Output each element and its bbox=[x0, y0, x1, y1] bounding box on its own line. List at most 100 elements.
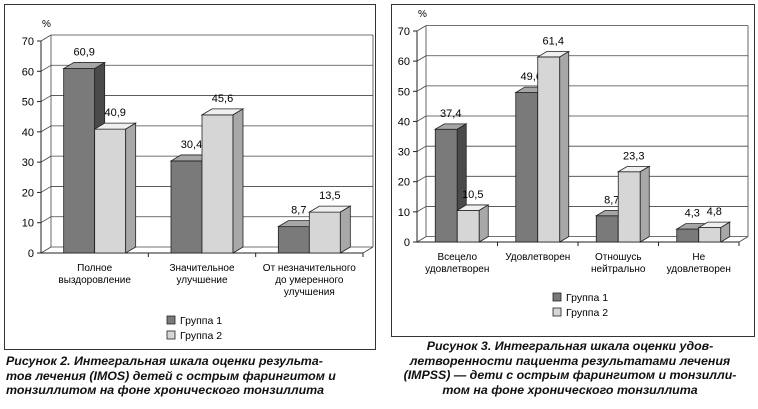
y-tick-label: 30 bbox=[22, 157, 34, 169]
legend-swatch bbox=[166, 330, 176, 340]
data-label: 61,4 bbox=[543, 36, 564, 48]
bar-front bbox=[277, 226, 310, 254]
caption-line: том на фоне хронического тонзиллита bbox=[442, 382, 698, 397]
data-label: 23,3 bbox=[623, 150, 644, 162]
bar-side bbox=[639, 165, 650, 243]
bar-group2 bbox=[536, 50, 571, 243]
legend-label: Группа 1 bbox=[180, 315, 222, 327]
caption-line: летворенности пациента результатами лече… bbox=[409, 353, 731, 368]
data-label: 37,4 bbox=[440, 108, 461, 120]
bar-front bbox=[456, 209, 480, 243]
caption-line: Рисунок 3. Интегральная шкала оценки удо… bbox=[426, 339, 714, 353]
bar-group2 bbox=[697, 221, 732, 243]
bar-front bbox=[698, 227, 722, 243]
data-label: 45,6 bbox=[212, 93, 233, 105]
bar-side bbox=[559, 50, 570, 243]
chart-frame-impss: 0 10 20 30 40 50 60 70% 37,4 10,5 Всецело удовлетво… bbox=[391, 4, 755, 337]
gridline-diagonal bbox=[416, 55, 427, 62]
bar-group2 bbox=[455, 204, 490, 243]
gridline-diagonal bbox=[416, 85, 427, 92]
bar-front bbox=[617, 171, 641, 243]
gridline-diagonal bbox=[416, 145, 427, 152]
data-label: 40,9 bbox=[104, 107, 125, 119]
gridline-diagonal bbox=[416, 25, 427, 32]
y-axis-label: % bbox=[418, 9, 427, 20]
data-label: 8,7 bbox=[291, 205, 306, 217]
x-tick-label: Всецело bbox=[437, 252, 477, 263]
caption-line: тов лечения (IMOS) детей с острым фаринг… bbox=[6, 368, 336, 383]
gridline-diagonal bbox=[40, 125, 52, 133]
data-label: 10,5 bbox=[462, 189, 483, 201]
y-tick-label: 30 bbox=[398, 147, 410, 159]
bar-side bbox=[125, 122, 137, 254]
bar-side bbox=[720, 221, 731, 243]
y-tick-label: 10 bbox=[22, 218, 34, 230]
x-tick-label: улучшение bbox=[176, 275, 228, 286]
x-tick-label: выздоровление bbox=[58, 275, 131, 286]
gridline-diagonal bbox=[416, 115, 427, 122]
y-tick-label: 70 bbox=[22, 36, 34, 48]
data-label: 13,5 bbox=[319, 190, 340, 202]
y-tick-label: 70 bbox=[398, 26, 410, 38]
bar-group2 bbox=[93, 122, 138, 254]
chart-frame-imos: 0 10 20 30 40 50 60 70% 60,9 40,9 Полное выздоровле… bbox=[4, 4, 376, 350]
caption-line: Рисунок 2. Интегральная шкала оценки рез… bbox=[6, 354, 323, 368]
x-tick-label: Полное bbox=[77, 263, 112, 274]
gridline-diagonal bbox=[40, 216, 52, 224]
y-axis-label: % bbox=[42, 19, 51, 30]
bar-side bbox=[478, 204, 489, 243]
x-tick-label: удовлетворен bbox=[425, 264, 489, 275]
bar-front bbox=[308, 211, 341, 254]
gridline-diagonal bbox=[40, 155, 52, 163]
data-label: 8,7 bbox=[604, 194, 619, 206]
x-tick-label: Отношусь bbox=[595, 252, 642, 263]
y-tick-label: 20 bbox=[398, 177, 410, 189]
floor-right-edge bbox=[362, 246, 374, 254]
y-tick-label: 60 bbox=[22, 66, 34, 78]
x-tick-label: нейтрально bbox=[591, 264, 646, 275]
floor-right-edge bbox=[738, 236, 749, 243]
legend-swatch bbox=[166, 315, 176, 325]
bar-front bbox=[537, 56, 561, 243]
bar-group2 bbox=[307, 205, 352, 254]
legend-swatch bbox=[552, 292, 562, 302]
gridline-diagonal bbox=[416, 206, 427, 213]
data-label: 4,8 bbox=[707, 206, 722, 218]
y-tick-label: 40 bbox=[22, 127, 34, 139]
bar-group2 bbox=[200, 108, 245, 254]
data-label: 60,9 bbox=[73, 47, 94, 59]
caption-line: тонзиллитом на фоне хронического тонзилл… bbox=[6, 383, 325, 398]
gridline-diagonal bbox=[416, 175, 427, 183]
bar-front bbox=[63, 68, 96, 254]
bar-group2 bbox=[616, 165, 651, 243]
bar-side bbox=[339, 205, 351, 254]
y-tick-label: 40 bbox=[398, 116, 410, 128]
y-tick-label: 50 bbox=[22, 97, 34, 109]
y-tick-label: 0 bbox=[28, 248, 34, 260]
y-tick-label: 60 bbox=[398, 56, 410, 68]
figure-caption-3: Рисунок 3. Интегральная шкала оценки удо… bbox=[386, 339, 754, 397]
legend-label: Группа 2 bbox=[566, 307, 608, 319]
x-tick-label: Значительное bbox=[169, 263, 235, 274]
bar-front bbox=[201, 114, 234, 254]
gridline-diagonal bbox=[416, 236, 427, 243]
gridline-diagonal bbox=[40, 246, 52, 254]
x-tick-label: улучшения bbox=[284, 287, 335, 298]
gridline-diagonal bbox=[40, 34, 52, 42]
chart-imos: 0 10 20 30 40 50 60 70% 60,9 40,9 Полноевыздоровле… bbox=[22, 19, 374, 342]
legend-label: Группа 2 bbox=[180, 330, 222, 342]
y-tick-label: 10 bbox=[398, 207, 410, 219]
bar-front bbox=[676, 228, 700, 243]
legend-label: Группа 1 bbox=[566, 292, 608, 304]
y-tick-label: 20 bbox=[22, 187, 34, 199]
data-label: 49,6 bbox=[521, 71, 542, 83]
bar-side bbox=[232, 108, 244, 254]
x-tick-label: удовлетворен bbox=[667, 264, 731, 275]
y-tick-label: 0 bbox=[404, 237, 410, 249]
legend-swatch bbox=[552, 307, 562, 317]
y-tick-label: 50 bbox=[398, 86, 410, 98]
x-tick-label: Удовлетворен bbox=[505, 252, 570, 263]
bar-front bbox=[595, 215, 619, 243]
data-label: 30,4 bbox=[181, 139, 202, 151]
